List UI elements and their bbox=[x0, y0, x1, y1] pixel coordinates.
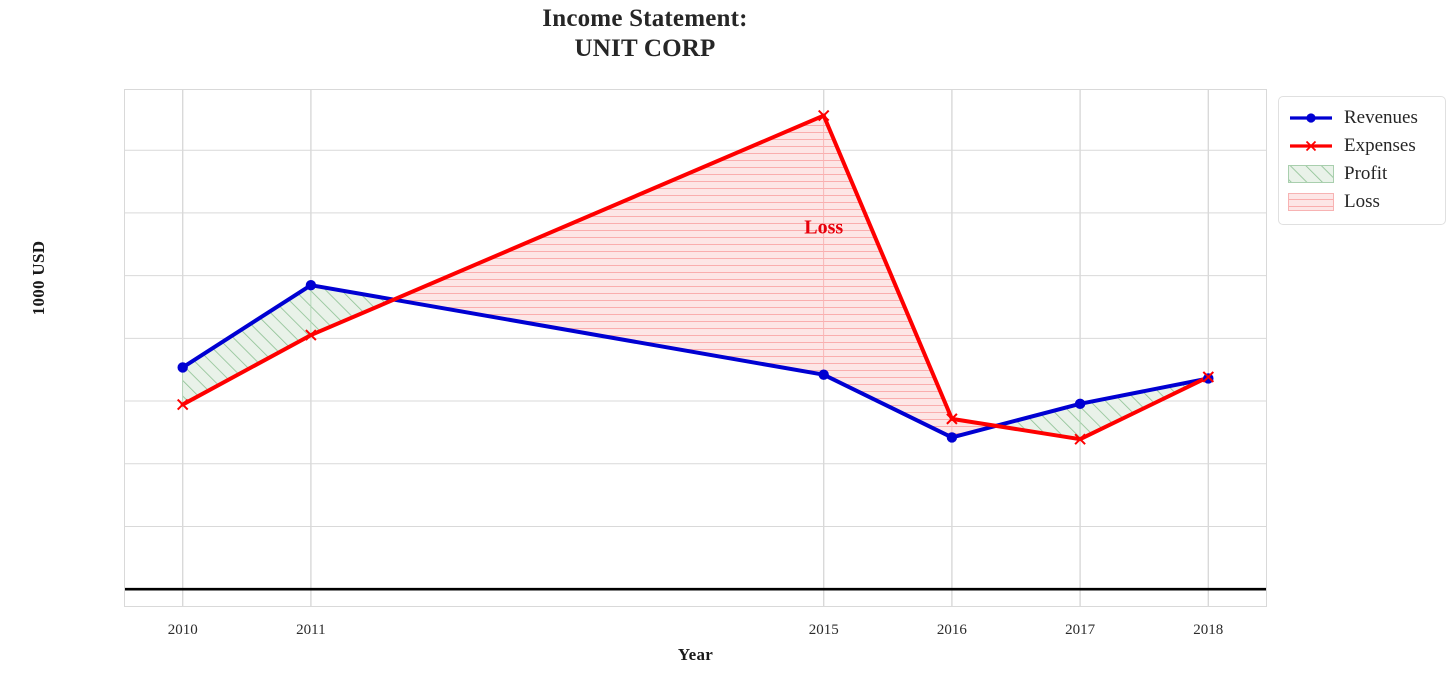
legend: Revenues Expenses Profit bbox=[1278, 96, 1446, 225]
x-tick-label: 2011 bbox=[296, 622, 326, 638]
legend-label-revenues: Revenues bbox=[1344, 107, 1418, 128]
legend-item-loss[interactable]: Loss bbox=[1288, 188, 1436, 216]
plot-area bbox=[124, 89, 1267, 607]
legend-label-expenses: Expenses bbox=[1344, 135, 1416, 156]
series-markers bbox=[176, 109, 1215, 445]
x-tick-label: 2015 bbox=[808, 622, 839, 638]
legend-item-expenses[interactable]: Expenses bbox=[1288, 132, 1436, 160]
x-tick-label: 2018 bbox=[1193, 622, 1224, 638]
x-tick-label: 2010 bbox=[167, 622, 198, 638]
x-tick-label: 2017 bbox=[1065, 622, 1096, 638]
legend-item-revenues[interactable]: Revenues bbox=[1288, 104, 1436, 132]
legend-key-profit-patch-icon bbox=[1288, 164, 1334, 184]
legend-label-profit: Profit bbox=[1344, 163, 1388, 184]
x-axis-label: Year bbox=[677, 645, 714, 664]
chart-title-line-2: UNIT CORP bbox=[574, 35, 716, 62]
legend-key-expenses-line-icon bbox=[1288, 136, 1334, 156]
chart-title-line-1: Income Statement: bbox=[542, 5, 748, 32]
legend-item-profit[interactable]: Profit bbox=[1288, 160, 1436, 188]
legend-key-loss-patch-icon bbox=[1288, 192, 1334, 212]
x-tick-label: 2016 bbox=[936, 622, 967, 638]
legend-label-loss: Loss bbox=[1344, 191, 1380, 212]
plot-canvas bbox=[125, 90, 1266, 606]
profit-loss-fills bbox=[182, 114, 1209, 440]
series-lines bbox=[180, 113, 1211, 442]
chart-title: Income Statement: UNIT CORP bbox=[0, 4, 1290, 64]
loss-annotation: Loss bbox=[804, 216, 844, 239]
y-axis-label: 1000 USD bbox=[29, 240, 48, 316]
legend-key-revenues-line-icon bbox=[1288, 108, 1334, 128]
